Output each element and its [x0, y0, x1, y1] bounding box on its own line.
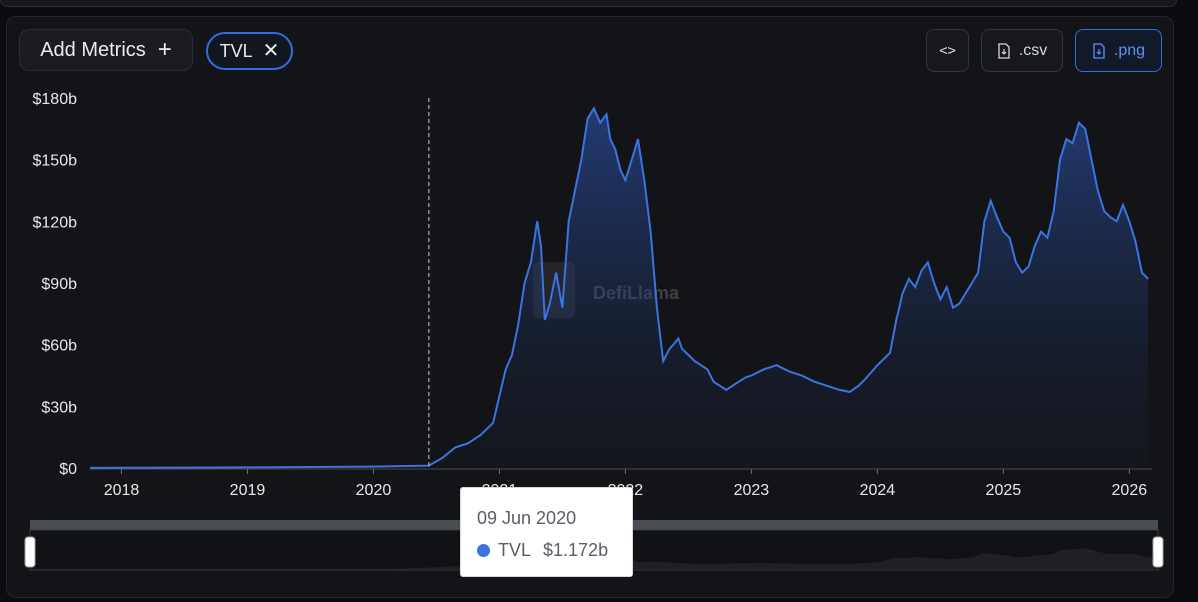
y-tick-label: $60b	[41, 338, 77, 355]
scroller-handle-left[interactable]	[24, 536, 36, 568]
image-file-icon	[1093, 42, 1105, 59]
metric-chip-label: TVL	[219, 40, 253, 61]
download-png-button[interactable]: .png	[1075, 29, 1162, 72]
x-tick-label: 2019	[230, 482, 266, 499]
x-tick-label: 2025	[986, 482, 1022, 499]
add-metrics-label: Add Metrics	[40, 38, 146, 61]
tooltip-date: 09 Jun 2020	[477, 508, 577, 528]
x-tick-label: 2020	[356, 482, 392, 499]
y-tick-label: $180b	[33, 91, 78, 108]
png-label: .png	[1113, 41, 1146, 59]
tvl-line	[89, 106, 1149, 469]
series-marker	[477, 544, 490, 557]
file-icon	[998, 42, 1010, 59]
tvl-area	[90, 108, 1149, 469]
x-tick-label: 2023	[734, 482, 770, 499]
download-csv-button[interactable]: .csv	[981, 29, 1063, 72]
plus-icon: +	[157, 36, 172, 63]
tooltip-row: TVL $1.172b	[477, 540, 608, 561]
y-tick-label: $30b	[41, 399, 77, 416]
x-tick-label: 2018	[104, 482, 140, 499]
tooltip-series: TVL	[498, 540, 532, 560]
tooltip-value: $1.172b	[543, 540, 609, 560]
add-metrics-button[interactable]: Add Metrics +	[19, 29, 193, 71]
scroller-handle-right[interactable]	[1152, 536, 1164, 568]
y-tick-label: $150b	[33, 153, 78, 170]
y-tick-label: $90b	[41, 276, 77, 293]
metric-chip-tvl[interactable]: TVL ✕	[206, 32, 293, 70]
code-icon: <>	[939, 42, 956, 59]
y-tick-label: $0	[59, 461, 77, 478]
x-tick-label: 2026	[1112, 482, 1148, 499]
close-icon[interactable]: ✕	[262, 40, 280, 62]
x-tick-label: 2024	[860, 482, 896, 499]
tooltip: 09 Jun 2020 TVL $1.172b	[460, 487, 633, 577]
embed-button[interactable]: <>	[926, 29, 969, 72]
y-tick-label: $120b	[33, 214, 78, 231]
csv-label: .csv	[1018, 41, 1048, 59]
